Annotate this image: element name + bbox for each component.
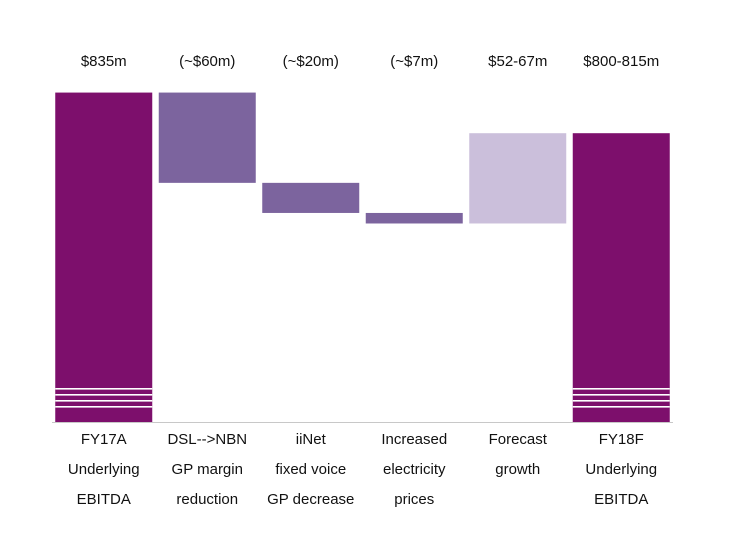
- category-label-6: FY18F Underlying EBITDA: [585, 431, 657, 508]
- bar-value-label: $800-815m: [583, 53, 659, 70]
- axis-break-stripe: [55, 394, 153, 396]
- category-labels-layer: FY17A Underlying EBITDA DSL-->NBN GP margin r…: [68, 431, 657, 508]
- axis-break-stripe: [572, 394, 670, 396]
- bar-2: [158, 92, 256, 183]
- axis-break-stripe: [55, 406, 153, 408]
- axis-break-stripe: [572, 400, 670, 402]
- bar-value-label: (~$60m): [179, 53, 235, 70]
- category-label-1: FY17A Underlying EBITDA: [68, 431, 140, 508]
- axis-break-stripe: [55, 400, 153, 402]
- category-label-4: Increased electricity prices: [381, 431, 447, 508]
- category-label-2: DSL-->NBN GP margin reduction: [167, 431, 247, 508]
- value-labels-layer: $835m (~$60m) (~$20m) (~$7m) $52-67m $800-815…: [81, 53, 659, 70]
- bar-1: [55, 92, 153, 423]
- bar-value-label: (~$20m): [283, 53, 339, 70]
- bar-3: [262, 182, 360, 213]
- axis-break-stripe: [572, 406, 670, 408]
- bar-value-label: $52-67m: [488, 53, 547, 70]
- bar-6: [572, 133, 670, 422]
- axis-break-stripe: [572, 388, 670, 390]
- bar-4: [365, 212, 463, 224]
- bars-layer: [55, 92, 670, 423]
- bar-value-label: (~$7m): [390, 53, 438, 70]
- bar-value-label: $835m: [81, 53, 127, 70]
- category-label-3: iiNet fixed voice GP decrease: [267, 431, 354, 508]
- bar-5: [469, 133, 567, 224]
- axis-break-stripe: [55, 388, 153, 390]
- category-label-5: Forecast growth: [489, 431, 548, 478]
